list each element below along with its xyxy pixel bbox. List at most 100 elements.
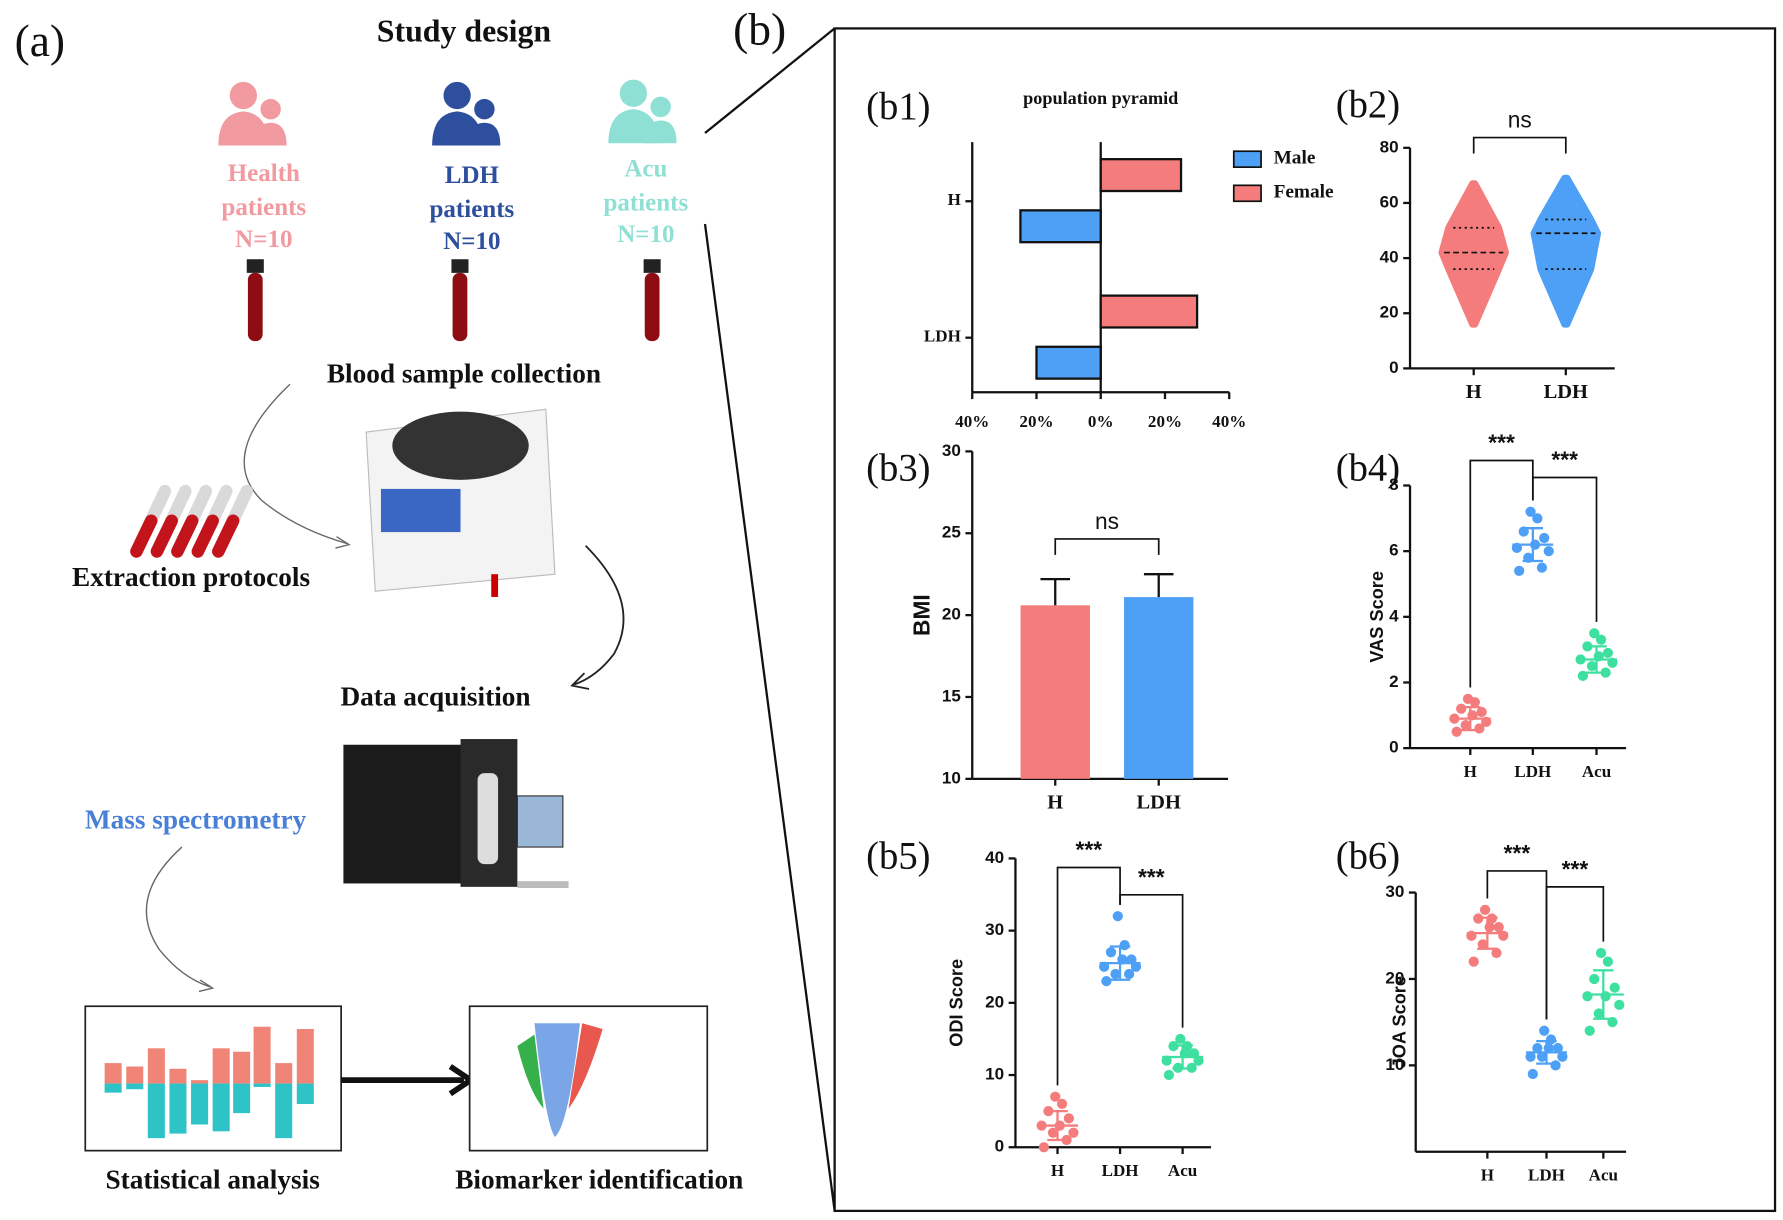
bar (1035, 345, 1102, 380)
panel-label: (b6) (1336, 835, 1400, 877)
x-tick-label: H (1464, 762, 1477, 781)
y-tick-label: 10 (1385, 1055, 1404, 1074)
icon-body (468, 122, 501, 146)
chart-title: population pyramid (1023, 88, 1178, 108)
zoom-line (704, 27, 836, 134)
thumb-bar (275, 1083, 293, 1139)
icon-head (260, 98, 281, 120)
violin (1438, 180, 1509, 328)
x-tick-label: H (1051, 1161, 1064, 1180)
violin (1530, 174, 1602, 328)
zoom-line (703, 223, 836, 1212)
significance-bracket (1472, 136, 1567, 154)
x-tick-label: 40% (955, 412, 989, 431)
step-text: Statistical analysis (105, 1165, 319, 1195)
icon-head (650, 96, 671, 118)
data-point (1593, 1008, 1604, 1019)
thumb-bar (126, 1066, 144, 1084)
bar (1019, 209, 1102, 244)
data-point (1456, 703, 1467, 714)
group-text: patients (604, 189, 689, 216)
y-tick-label: 80 (1380, 137, 1399, 156)
icon-head (619, 79, 648, 107)
icon-body (254, 122, 287, 146)
step-text: Data acquisition (340, 682, 530, 712)
y-tick-label: 30 (985, 920, 1004, 939)
tube-blood (130, 514, 158, 558)
thumb-bar (212, 1048, 230, 1084)
thumb-bar (296, 1028, 314, 1084)
data-point (1101, 976, 1112, 987)
step-text: Mass spectrometry (85, 804, 307, 834)
y-tick-label: 20 (1385, 968, 1404, 987)
y-tick-label: 15 (942, 686, 961, 705)
tube-blood (191, 514, 219, 558)
bar (1099, 158, 1183, 193)
data-point (1514, 565, 1525, 576)
mass-spectrometer (343, 739, 569, 888)
instrument-stand (517, 881, 569, 888)
icon-head (229, 81, 257, 110)
thumb-bar (126, 1083, 144, 1090)
y-axis-title: ODI Score (946, 959, 966, 1047)
data-point (1105, 947, 1117, 958)
instrument-source (477, 773, 499, 865)
data-point (1589, 628, 1600, 639)
arrow-head (335, 536, 351, 549)
data-point (1175, 1033, 1186, 1045)
y-tick-label: 40 (1380, 248, 1399, 267)
blood-tube (643, 259, 661, 342)
blood-tube (246, 259, 264, 342)
y-tick-label: 25 (942, 523, 961, 542)
data-point (1451, 726, 1462, 737)
centrifuge (365, 408, 556, 597)
thumb-bar (104, 1063, 122, 1084)
panel-label: (a) (15, 15, 65, 66)
significance-bracket (1054, 538, 1160, 555)
significance-label: *** (1488, 430, 1515, 456)
thumb-bar (233, 1051, 251, 1084)
group-text: patients (430, 196, 515, 223)
tube-blood (150, 514, 178, 558)
data-point (1056, 1098, 1068, 1110)
tube-cap (643, 259, 661, 273)
group-text: Health (228, 160, 300, 187)
significance-label: *** (1138, 864, 1165, 890)
data-point (1536, 562, 1548, 573)
data-point (1050, 1091, 1061, 1102)
x-tick-label: 40% (1212, 412, 1246, 431)
significance-label: *** (1562, 856, 1589, 882)
data-point (1614, 999, 1625, 1010)
y-tick-label: 40 (985, 848, 1004, 867)
arrow-head (570, 672, 590, 690)
data-point (1462, 693, 1474, 705)
thumb-bar (147, 1048, 165, 1084)
legend-swatch (1232, 184, 1262, 203)
data-point (1589, 973, 1600, 985)
significance-bracket (1119, 893, 1184, 1028)
y-tick-label: 0 (1389, 358, 1398, 377)
data-point (1477, 939, 1488, 950)
data-point (1577, 670, 1588, 682)
data-point (1600, 991, 1611, 1002)
y-tick-label: 30 (1385, 882, 1404, 901)
group-text: N=10 (235, 226, 292, 253)
flow-arrow (243, 383, 348, 545)
centrifuge-panel (380, 488, 461, 533)
y-tick-label: 20 (985, 992, 1004, 1011)
x-tick-label: LDH (1137, 792, 1181, 814)
data-point (1476, 706, 1487, 718)
arrow-head (198, 979, 215, 993)
data-point (1586, 660, 1598, 672)
data-point (1491, 947, 1502, 959)
bar (1099, 294, 1199, 329)
data-point (1532, 513, 1543, 524)
significance-bracket (1545, 886, 1605, 1020)
data-point (1584, 1025, 1595, 1036)
panel-label: (b3) (866, 448, 930, 490)
x-tick-label: Acu (1589, 1166, 1619, 1185)
data-point (1468, 956, 1479, 967)
y-tick-label: 20 (942, 605, 961, 624)
data-point (1063, 1113, 1075, 1124)
